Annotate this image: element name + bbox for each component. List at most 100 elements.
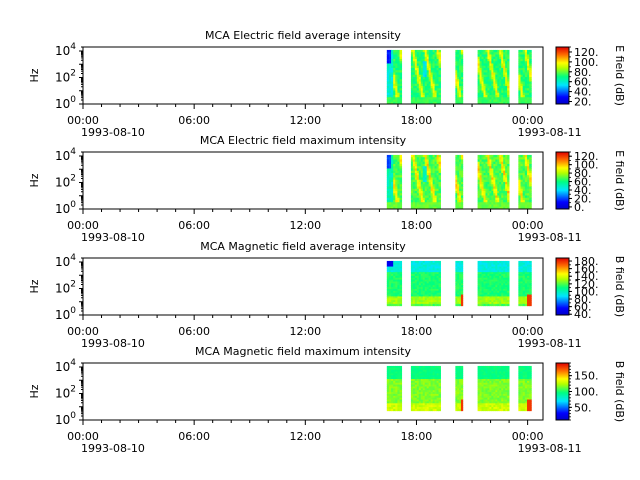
spectrogram-cell (503, 377, 506, 380)
spectrogram-cell (479, 157, 482, 160)
spectrogram-cell (420, 300, 424, 303)
spectrogram-cell (388, 281, 392, 284)
spectrogram-cell (460, 204, 464, 208)
spectrogram-cell (485, 288, 488, 292)
spectrogram-cell (491, 101, 494, 105)
spectrogram-cell (432, 275, 436, 279)
spectrogram-cell (395, 266, 398, 269)
spectrogram-cell (434, 384, 437, 387)
spectrogram-cell (393, 390, 396, 393)
spectrogram-cell (507, 268, 510, 271)
spectrogram-cell (410, 199, 414, 203)
spectrogram-cell (395, 52, 398, 55)
spectrogram-cell (432, 177, 436, 181)
spectrogram-cell (399, 292, 403, 295)
spectrogram-cell (479, 367, 482, 371)
spectrogram-cell (479, 300, 482, 303)
spectrogram-cell (485, 154, 488, 158)
spectrogram-cell (393, 188, 396, 192)
spectrogram-cell (459, 290, 462, 294)
spectrogram-cell (393, 90, 396, 94)
spectrogram-cell (481, 274, 484, 277)
spectrogram-cell (491, 197, 494, 201)
spectrogram-cell (388, 154, 392, 158)
spectrogram-cell (393, 388, 396, 391)
colorbar-band (556, 311, 569, 313)
spectrogram-cell (457, 382, 460, 386)
spectrogram-cell (529, 54, 532, 58)
spectrogram-cell (424, 388, 428, 391)
spectrogram-cell (507, 56, 510, 60)
spectrogram-cell (460, 395, 464, 399)
spectrogram-cell (522, 65, 526, 69)
date-label-start: 1993-08-10 (81, 231, 145, 244)
spectrogram-cell (518, 72, 521, 76)
x-tick-label: 00:00 (67, 219, 99, 232)
spectrogram-cell (432, 70, 436, 73)
spectrogram-cell (481, 384, 484, 387)
spectrogram-cell (505, 277, 508, 281)
spectrogram-cell (436, 157, 439, 160)
spectrogram-cell (507, 52, 510, 55)
spectrogram-cell (428, 279, 432, 282)
spectrogram-cell (420, 74, 424, 78)
spectrogram-cell (388, 365, 392, 369)
spectrogram-cell (410, 292, 414, 295)
spectrogram-cell (424, 197, 428, 201)
spectrogram-cell (507, 298, 510, 301)
spectrogram-cell (459, 401, 462, 404)
spectrogram-cell (393, 61, 396, 64)
spectrogram-cell (388, 190, 392, 194)
spectrogram-cell (412, 58, 416, 62)
spectrogram-cell (424, 92, 428, 96)
spectrogram-cell (481, 186, 484, 190)
spectrogram-cell (487, 52, 490, 55)
spectrogram-cell (434, 260, 437, 264)
spectrogram-cell (499, 56, 502, 60)
spectrogram-cell (410, 168, 414, 172)
spectrogram-cell (460, 76, 464, 80)
spectrogram-cell (455, 79, 458, 82)
spectrogram-cell (520, 195, 524, 199)
spectrogram-cell (386, 285, 390, 288)
spectrogram-cell (501, 401, 504, 404)
spectrogram-cell (412, 90, 416, 94)
spectrogram-cell (501, 397, 504, 400)
spectrogram-cell (438, 79, 441, 82)
spectrogram-cell (397, 92, 400, 96)
spectrogram-cell (432, 266, 436, 269)
spectrogram-cell (487, 157, 490, 160)
spectrogram-cell (436, 63, 439, 67)
spectrogram-cell (397, 195, 400, 199)
spectrogram-cell (499, 166, 502, 169)
x-tick-label: 00:00 (512, 114, 544, 127)
spectrogram-cell (414, 379, 418, 382)
spectrogram-cell (459, 264, 462, 267)
spectrogram-cell (432, 260, 436, 264)
spectrogram-cell (416, 395, 420, 399)
spectrogram-cell (426, 277, 430, 281)
colorbar-band (556, 199, 569, 201)
spectrogram-cell (432, 190, 436, 194)
spectrogram-cell (426, 97, 430, 100)
spectrogram-cell (455, 268, 458, 271)
spectrogram-cell (491, 85, 494, 89)
spectrogram-cell (395, 81, 398, 85)
spectrogram-cell (524, 81, 528, 85)
spectrogram-cell (522, 285, 526, 288)
spectrogram-cell (418, 399, 422, 402)
spectrogram-cell (438, 94, 441, 98)
spectrogram-cell (485, 279, 488, 282)
spectrogram-cell (436, 79, 439, 82)
spectrogram-cell (420, 170, 424, 174)
spectrogram-cell (393, 67, 396, 71)
spectrogram-cell (422, 408, 426, 412)
spectrogram-cell (386, 166, 390, 169)
spectrogram-cell (529, 206, 532, 210)
spectrogram-cell (495, 377, 498, 380)
spectrogram-cell (460, 405, 464, 408)
spectrogram-cell (432, 204, 436, 208)
spectrogram-cell (397, 401, 400, 404)
spectrogram-cell (460, 407, 464, 410)
spectrogram-cell (430, 296, 434, 299)
